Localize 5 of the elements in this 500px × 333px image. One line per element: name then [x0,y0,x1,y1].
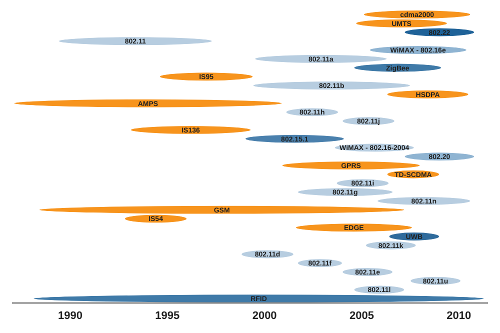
x-tick-label: 2005 [349,310,374,322]
x-tick-label: 1990 [58,310,83,322]
x-tick-label: 2000 [252,310,277,322]
x-tick-label: 2010 [446,310,472,322]
x-tick-label: 1995 [155,310,180,322]
